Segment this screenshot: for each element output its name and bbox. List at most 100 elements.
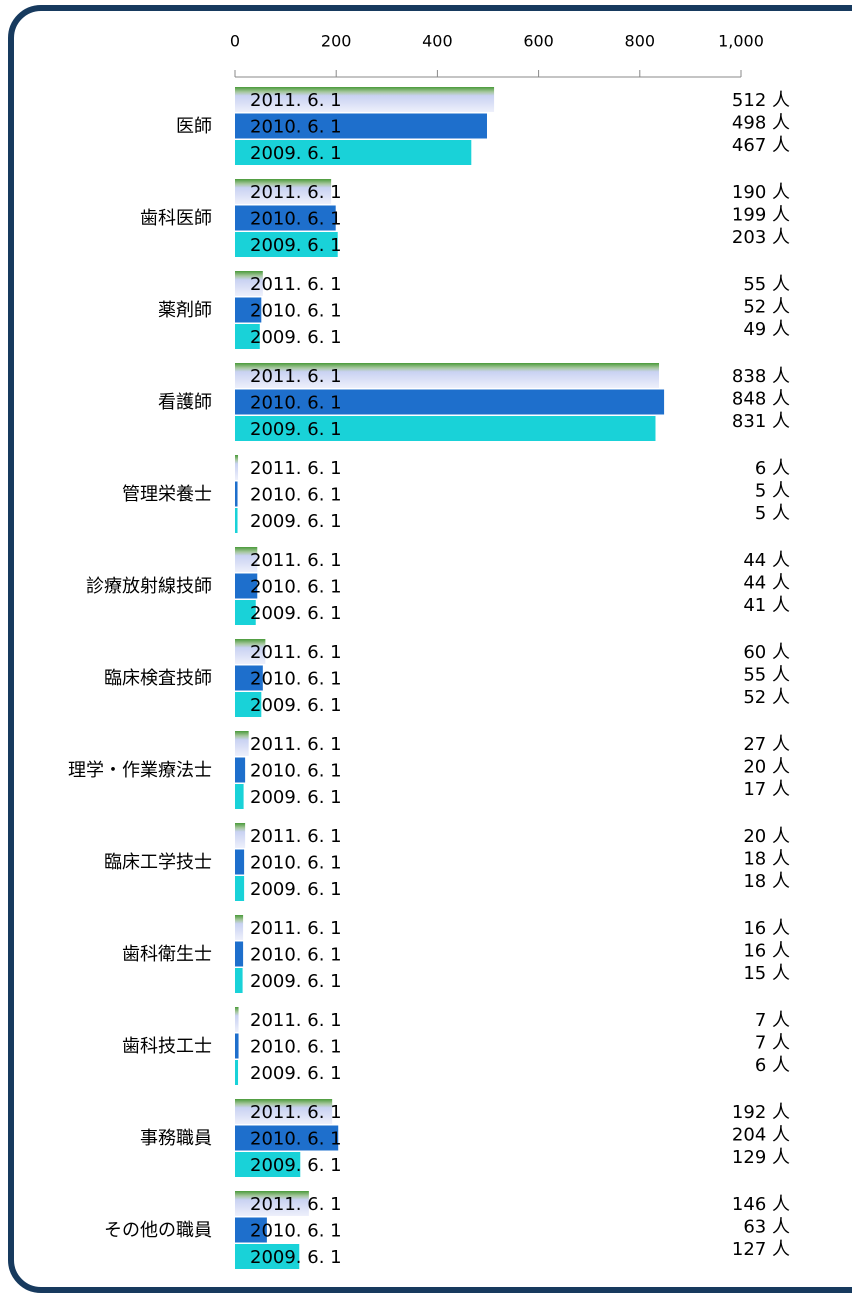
value-label: 7 人 — [755, 1010, 790, 1031]
x-tick-label: 400 — [422, 32, 453, 51]
category-label: 臨床検査技師 — [104, 668, 212, 689]
bar-series-label: 2011. 6. 1 — [250, 90, 342, 111]
category-label: 歯科技工士 — [122, 1036, 212, 1057]
value-label: 467 人 — [732, 135, 790, 156]
category-label: 理学・作業療法士 — [68, 760, 212, 781]
category-label: 医師 — [176, 116, 212, 137]
value-label: 44 人 — [743, 550, 790, 571]
frame — [8, 5, 852, 1293]
bar-series-label: 2009. 6. 1 — [250, 971, 342, 992]
value-label: 848 人 — [732, 389, 790, 410]
value-label: 52 人 — [743, 297, 790, 318]
bar — [235, 1007, 239, 1032]
value-label: 18 人 — [743, 849, 790, 870]
value-label: 55 人 — [743, 665, 790, 686]
value-label: 6 人 — [755, 458, 790, 479]
bar — [235, 731, 249, 756]
bar-series-label: 2009. 6. 1 — [250, 235, 342, 256]
value-label: 17 人 — [743, 779, 790, 800]
bar — [235, 1217, 267, 1243]
value-label: 27 人 — [743, 734, 790, 755]
category-label: 歯科衛生士 — [122, 944, 212, 965]
value-label: 63 人 — [743, 1217, 790, 1238]
bar-series-label: 2011. 6. 1 — [250, 642, 342, 663]
bar — [235, 271, 263, 296]
bar — [235, 757, 246, 783]
bar-series-label: 2011. 6. 1 — [250, 826, 342, 847]
bar — [235, 389, 665, 415]
bar — [235, 639, 266, 664]
value-label: 192 人 — [732, 1102, 790, 1123]
bar — [235, 205, 336, 231]
value-label: 49 人 — [743, 319, 790, 340]
bar-series-label: 2011. 6. 1 — [250, 1194, 342, 1215]
bar — [235, 179, 332, 204]
value-label: 52 人 — [743, 687, 790, 708]
bar — [235, 784, 244, 809]
value-label: 5 人 — [755, 503, 790, 524]
bar-series-label: 2010. 6. 1 — [250, 577, 342, 598]
x-tick-label: 0 — [230, 32, 240, 51]
value-label: 498 人 — [732, 113, 790, 134]
bar-series-label: 2011. 6. 1 — [250, 550, 342, 571]
bar-series-label: 2009. 6. 1 — [250, 603, 342, 624]
bar — [235, 823, 246, 848]
value-label: 129 人 — [732, 1147, 790, 1168]
bar-series-label: 2009. 6. 1 — [250, 419, 342, 440]
bar-series-label: 2011. 6. 1 — [250, 458, 342, 479]
bar-series-label: 2011. 6. 1 — [250, 182, 342, 203]
value-label: 60 人 — [743, 642, 790, 663]
bar — [235, 1152, 301, 1177]
bar-series-label: 2009. 6. 1 — [250, 327, 342, 348]
value-label: 55 人 — [743, 274, 790, 295]
bar — [235, 140, 472, 165]
value-label: 16 人 — [743, 918, 790, 939]
bar-series-label: 2009. 6. 1 — [250, 143, 342, 164]
bar-series-label: 2011. 6. 1 — [250, 1102, 342, 1123]
bar-series-label: 2010. 6. 1 — [250, 485, 342, 506]
bar — [235, 87, 495, 112]
category-label: その他の職員 — [104, 1220, 212, 1241]
category-label: 看護師 — [158, 392, 212, 413]
x-tick-label: 600 — [523, 32, 554, 51]
bar-series-label: 2010. 6. 1 — [250, 1037, 342, 1058]
bar-series-label: 2010. 6. 1 — [250, 761, 342, 782]
bar — [235, 1060, 239, 1085]
value-label: 146 人 — [732, 1194, 790, 1215]
bar-series-label: 2009. 6. 1 — [250, 1155, 342, 1176]
value-label: 18 人 — [743, 871, 790, 892]
bar-series-label: 2011. 6. 1 — [250, 274, 342, 295]
bar-series-label: 2010. 6. 1 — [250, 117, 342, 138]
category-label: 診療放射線技師 — [86, 576, 212, 597]
bar-series-label: 2009. 6. 1 — [250, 511, 342, 532]
value-label: 6 人 — [755, 1055, 790, 1076]
bar-series-label: 2011. 6. 1 — [250, 734, 342, 755]
x-tick-label: 800 — [625, 32, 656, 51]
bar — [235, 665, 263, 691]
bar-series-label: 2009. 6. 1 — [250, 695, 342, 716]
bar — [235, 573, 258, 599]
bar — [235, 547, 258, 572]
bar — [235, 232, 338, 257]
value-label: 203 人 — [732, 227, 790, 248]
bar-series-label: 2010. 6. 1 — [250, 669, 342, 690]
bar-series-label: 2010. 6. 1 — [250, 1129, 342, 1150]
bar — [235, 692, 262, 717]
bar — [235, 481, 238, 507]
bar — [235, 324, 260, 349]
value-label: 204 人 — [732, 1125, 790, 1146]
bar-series-label: 2010. 6. 1 — [250, 853, 342, 874]
bar — [235, 968, 243, 993]
category-label: 臨床工学技士 — [104, 852, 212, 873]
category-label: 管理栄養士 — [122, 484, 212, 505]
category-label: 薬剤師 — [158, 300, 212, 321]
value-label: 20 人 — [743, 757, 790, 778]
value-label: 831 人 — [732, 411, 790, 432]
value-label: 838 人 — [732, 366, 790, 387]
bar-series-label: 2011. 6. 1 — [250, 1010, 342, 1031]
category-label: 事務職員 — [140, 1128, 212, 1149]
bar-series-label: 2010. 6. 1 — [250, 945, 342, 966]
bar — [235, 363, 660, 388]
bar-series-label: 2010. 6. 1 — [250, 1221, 342, 1242]
